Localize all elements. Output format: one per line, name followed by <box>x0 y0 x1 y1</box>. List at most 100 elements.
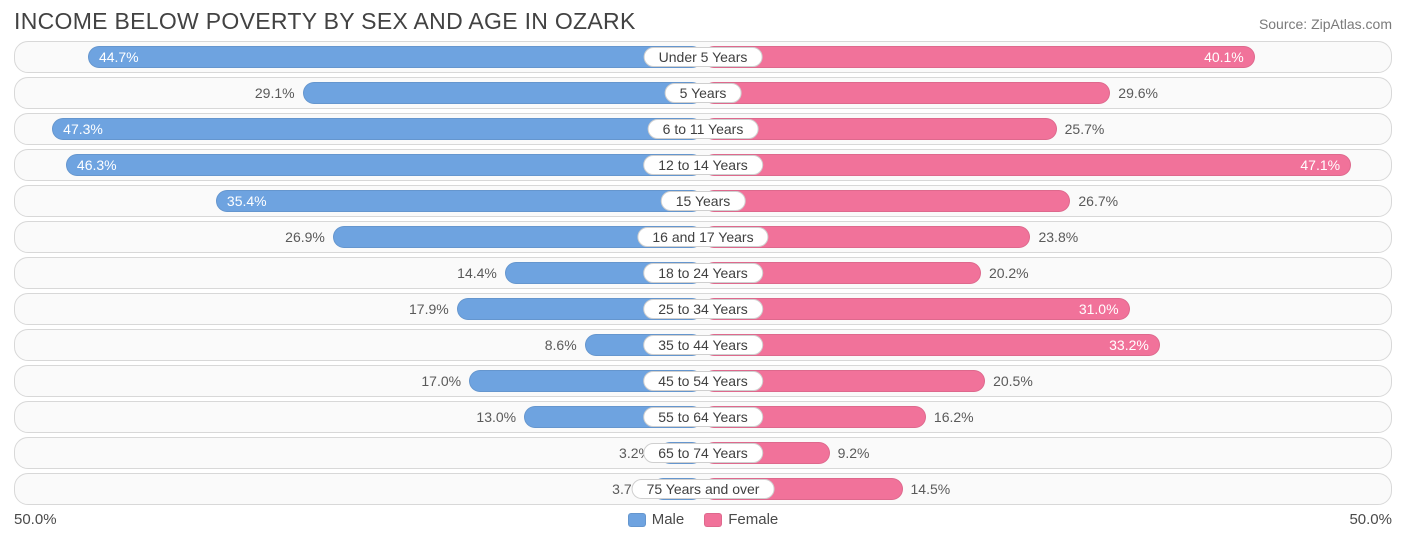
category-label: 16 and 17 Years <box>637 227 768 247</box>
legend-female-label: Female <box>728 511 778 528</box>
category-label: 35 to 44 Years <box>643 335 763 355</box>
female-half: 40.1% <box>703 42 1391 72</box>
chart-row: 3.2% 9.2% 65 to 74 Years <box>14 437 1392 469</box>
female-value: 23.8% <box>1030 229 1086 245</box>
male-value: 14.4% <box>449 265 505 281</box>
category-label: 6 to 11 Years <box>648 119 759 139</box>
male-half: 26.9% <box>15 222 703 252</box>
female-value: 29.6% <box>1110 85 1166 101</box>
female-half: 25.7% <box>703 114 1391 144</box>
female-value: 47.1% <box>1290 157 1350 173</box>
male-bar: 35.4% <box>216 190 703 212</box>
female-half: 29.6% <box>703 78 1391 108</box>
category-label: 25 to 34 Years <box>643 299 763 319</box>
female-half: 23.8% <box>703 222 1391 252</box>
female-value: 26.7% <box>1070 193 1126 209</box>
male-value: 17.0% <box>413 373 469 389</box>
male-half: 14.4% <box>15 258 703 288</box>
male-value: 29.1% <box>247 85 303 101</box>
female-bar: 40.1% <box>703 46 1255 68</box>
male-value: 17.9% <box>401 301 457 317</box>
female-value: 25.7% <box>1057 121 1113 137</box>
chart-row: 46.3% 47.1% 12 to 14 Years <box>14 149 1392 181</box>
male-value: 46.3% <box>67 157 127 173</box>
legend: Male Female <box>57 511 1350 528</box>
female-half: 26.7% <box>703 186 1391 216</box>
chart-area: 44.7% 40.1% Under 5 Years 29.1% 29.6% 5 Years… <box>0 37 1406 505</box>
female-value: 20.2% <box>981 265 1037 281</box>
legend-male-swatch <box>628 513 646 527</box>
male-value: 26.9% <box>277 229 333 245</box>
female-value: 20.5% <box>985 373 1041 389</box>
male-bar: 46.3% <box>66 154 703 176</box>
chart-row: 35.4% 26.7% 15 Years <box>14 185 1392 217</box>
chart-header: INCOME BELOW POVERTY BY SEX AND AGE IN O… <box>0 0 1406 37</box>
female-half: 47.1% <box>703 150 1391 180</box>
category-label: 45 to 54 Years <box>643 371 763 391</box>
female-value: 33.2% <box>1099 337 1159 353</box>
category-label: 18 to 24 Years <box>643 263 763 283</box>
male-half: 47.3% <box>15 114 703 144</box>
male-half: 46.3% <box>15 150 703 180</box>
legend-male: Male <box>628 511 685 528</box>
male-value: 8.6% <box>537 337 585 353</box>
male-half: 8.6% <box>15 330 703 360</box>
legend-female-swatch <box>704 513 722 527</box>
female-value: 40.1% <box>1194 49 1254 65</box>
male-bar <box>303 82 703 104</box>
axis-right-max: 50.0% <box>1349 511 1392 528</box>
male-half: 35.4% <box>15 186 703 216</box>
category-label: 65 to 74 Years <box>643 443 763 463</box>
male-value: 13.0% <box>468 409 524 425</box>
chart-row: 47.3% 25.7% 6 to 11 Years <box>14 113 1392 145</box>
chart-title: INCOME BELOW POVERTY BY SEX AND AGE IN O… <box>14 8 636 35</box>
female-half: 31.0% <box>703 294 1391 324</box>
female-value: 16.2% <box>926 409 982 425</box>
male-bar: 44.7% <box>88 46 703 68</box>
female-half: 20.5% <box>703 366 1391 396</box>
male-value: 44.7% <box>89 49 149 65</box>
axis-left-max: 50.0% <box>14 511 57 528</box>
female-half: 14.5% <box>703 474 1391 504</box>
female-half: 16.2% <box>703 402 1391 432</box>
chart-row: 29.1% 29.6% 5 Years <box>14 77 1392 109</box>
legend-female: Female <box>704 511 778 528</box>
chart-row: 14.4% 20.2% 18 to 24 Years <box>14 257 1392 289</box>
female-value: 14.5% <box>903 481 959 497</box>
male-half: 17.9% <box>15 294 703 324</box>
chart-row: 3.7% 14.5% 75 Years and over <box>14 473 1392 505</box>
chart-row: 8.6% 33.2% 35 to 44 Years <box>14 329 1392 361</box>
category-label: Under 5 Years <box>644 47 763 67</box>
male-half: 29.1% <box>15 78 703 108</box>
female-bar <box>703 190 1070 212</box>
female-half: 9.2% <box>703 438 1391 468</box>
category-label: 12 to 14 Years <box>643 155 763 175</box>
female-bar <box>703 82 1110 104</box>
female-half: 33.2% <box>703 330 1391 360</box>
chart-row: 13.0% 16.2% 55 to 64 Years <box>14 401 1392 433</box>
female-half: 20.2% <box>703 258 1391 288</box>
legend-male-label: Male <box>652 511 685 528</box>
category-label: 15 Years <box>661 191 746 211</box>
category-label: 75 Years and over <box>632 479 775 499</box>
male-value: 35.4% <box>217 193 277 209</box>
male-half: 3.2% <box>15 438 703 468</box>
male-bar: 47.3% <box>52 118 703 140</box>
male-half: 17.0% <box>15 366 703 396</box>
male-half: 44.7% <box>15 42 703 72</box>
chart-source: Source: ZipAtlas.com <box>1259 16 1392 32</box>
chart-footer: 50.0% Male Female 50.0% <box>0 509 1406 528</box>
female-bar: 47.1% <box>703 154 1351 176</box>
category-label: 5 Years <box>665 83 742 103</box>
female-bar: 31.0% <box>703 298 1130 320</box>
category-label: 55 to 64 Years <box>643 407 763 427</box>
female-bar: 33.2% <box>703 334 1160 356</box>
male-half: 3.7% <box>15 474 703 504</box>
chart-row: 17.9% 31.0% 25 to 34 Years <box>14 293 1392 325</box>
chart-row: 44.7% 40.1% Under 5 Years <box>14 41 1392 73</box>
female-value: 9.2% <box>830 445 878 461</box>
male-value: 47.3% <box>53 121 113 137</box>
chart-row: 26.9% 23.8% 16 and 17 Years <box>14 221 1392 253</box>
male-half: 13.0% <box>15 402 703 432</box>
female-value: 31.0% <box>1069 301 1129 317</box>
